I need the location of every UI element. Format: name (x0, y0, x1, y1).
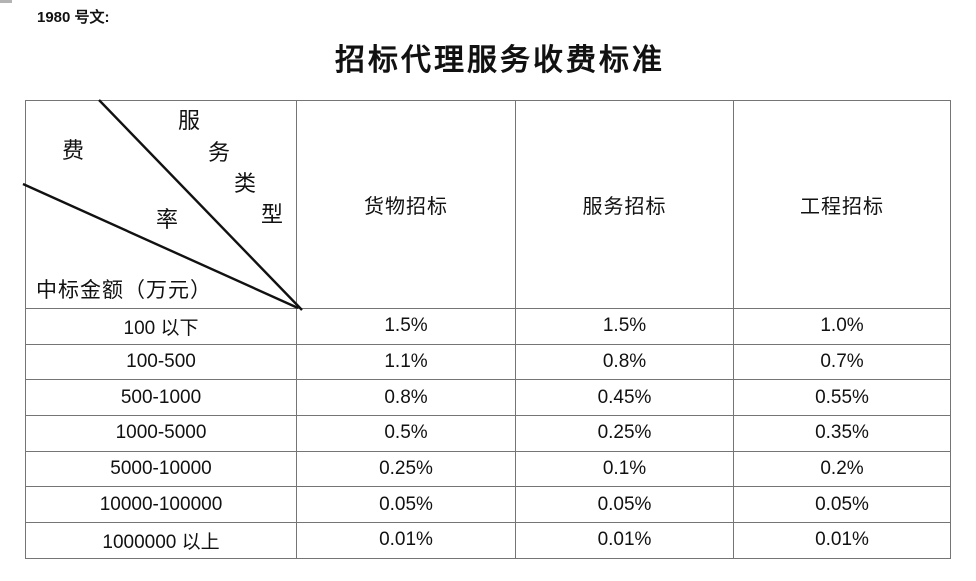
table-row: 1000000 以上 0.01% 0.01% 0.01% (25, 522, 951, 559)
corner-label-bid-amount: 中标金额（万元） (36, 278, 212, 302)
rate-cell: 0.25% (515, 415, 734, 452)
corner-label-fee-rate-char: 费 (62, 138, 85, 163)
rate-cell: 0.05% (515, 486, 734, 524)
amount-range-cell: 5000-10000 (25, 450, 297, 488)
amount-range-cell: 500-1000 (25, 379, 297, 417)
amount-range-cell: 100 以下 (25, 308, 297, 345)
rate-cell: 0.2% (733, 450, 951, 488)
rate-cell: 0.05% (296, 486, 516, 524)
rate-cell: 0.7% (733, 343, 951, 381)
rate-cell: 1.1% (296, 343, 516, 381)
rate-cell: 0.05% (733, 486, 951, 524)
diagonal-corner-cell: 服 务 类 型 费 率 中标金额（万元） (22, 99, 303, 311)
rate-cell: 0.01% (296, 522, 516, 559)
corner-label-fee-rate-char: 率 (156, 207, 179, 232)
rate-cell: 1.0% (733, 308, 951, 345)
amount-range-cell: 10000-100000 (25, 486, 297, 524)
corner-label-service-type-char: 务 (208, 140, 231, 165)
rate-cell: 0.25% (296, 450, 516, 488)
corner-label-service-type-char: 型 (261, 202, 284, 227)
fee-standard-table: 服 务 类 型 费 率 中标金额（万元） 货物招标 服务招标 工程招标 100 … (22, 99, 951, 559)
table-row: 1000-5000 0.5% 0.25% 0.35% (25, 415, 951, 452)
page-title: 招标代理服务收费标准 (335, 44, 665, 77)
rate-cell: 1.5% (296, 308, 516, 345)
table-row: 100-500 1.1% 0.8% 0.7% (25, 343, 951, 381)
rate-cell: 0.8% (296, 379, 516, 417)
rate-cell: 0.5% (296, 415, 516, 452)
document-number-label: 1980 号文: (37, 9, 110, 26)
amount-range-cell: 1000000 以上 (25, 522, 297, 559)
column-header-goods-bidding: 货物招标 (296, 100, 516, 309)
amount-range-cell: 1000-5000 (25, 415, 297, 452)
corner-label-service-type-char: 服 (178, 108, 201, 133)
diagonal-corner-content: 服 务 类 型 费 率 中标金额（万元） (22, 99, 303, 311)
rate-cell: 1.5% (515, 308, 734, 345)
table-row: 100 以下 1.5% 1.5% 1.0% (25, 308, 951, 345)
column-header-service-bidding: 服务招标 (515, 100, 734, 309)
rate-cell: 0.1% (515, 450, 734, 488)
table-row: 10000-100000 0.05% 0.05% 0.05% (25, 486, 951, 524)
column-header-engineering-bidding: 工程招标 (733, 100, 951, 309)
amount-range-cell: 100-500 (25, 343, 297, 381)
rate-cell: 0.01% (733, 522, 951, 559)
table-row: 500-1000 0.8% 0.45% 0.55% (25, 379, 951, 417)
page-edge-artifact (0, 0, 12, 3)
rate-cell: 0.45% (515, 379, 734, 417)
corner-label-service-type-char: 类 (234, 171, 257, 196)
rate-cell: 0.35% (733, 415, 951, 452)
table-header-row: 服 务 类 型 费 率 中标金额（万元） 货物招标 服务招标 工程招标 (22, 99, 951, 311)
rate-cell: 0.01% (515, 522, 734, 559)
diagonal-lines (22, 99, 303, 311)
table-row: 5000-10000 0.25% 0.1% 0.2% (25, 450, 951, 488)
rate-cell: 0.55% (733, 379, 951, 417)
rate-cell: 0.8% (515, 343, 734, 381)
